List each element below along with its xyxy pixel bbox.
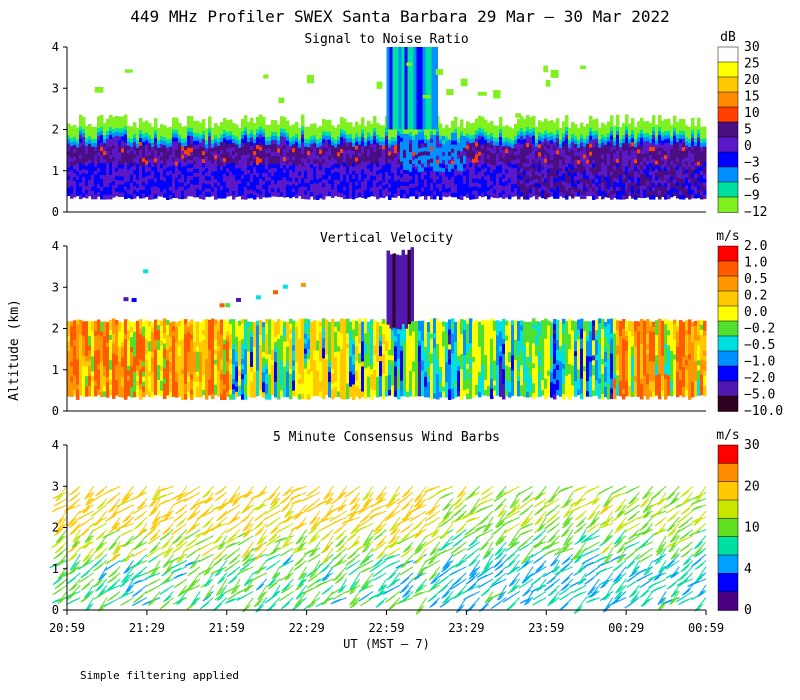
plot-area — [67, 247, 707, 400]
x-tick-label: 22:59 — [368, 621, 404, 635]
y-tick-label: 3 — [52, 280, 59, 294]
colorbar-swatch — [717, 106, 739, 123]
colorbar-tick-label: −1.0 — [744, 355, 775, 370]
colorbar-tick-label: −3 — [744, 156, 760, 171]
colorbar-swatch — [717, 61, 739, 78]
panel-title: Signal to Noise Ratio — [304, 32, 468, 47]
y-tick-label: 2 — [52, 322, 59, 336]
x-tick-label: 00:29 — [608, 621, 644, 635]
colorbar-swatch — [717, 335, 739, 352]
colorbar-swatch — [717, 380, 739, 397]
colorbar-swatch — [717, 121, 739, 138]
colorbar-tick-label: 0 — [744, 603, 752, 618]
colorbar-tick-label: 0 — [744, 139, 752, 154]
colorbar-tick-label: −0.5 — [744, 338, 775, 353]
colorbar-swatch — [717, 591, 739, 611]
y-tick-label: 4 — [52, 239, 59, 253]
panel-title: Vertical Velocity — [320, 231, 453, 246]
y-tick-label: 2 — [52, 521, 59, 535]
x-tick-label: 00:59 — [688, 621, 724, 635]
x-tick-label: 23:29 — [448, 621, 484, 635]
colorbar-tick-label: −10.0 — [744, 404, 783, 419]
colorbar-swatch — [717, 365, 739, 382]
colorbar-swatch — [717, 196, 739, 213]
colorbar-tick-label: 1.0 — [744, 256, 767, 271]
colorbar-unit-label: m/s — [716, 428, 739, 443]
colorbar-tick-label: 20 — [744, 479, 760, 494]
colorbar-swatch — [717, 536, 739, 556]
x-axis-label: UT (MST – 7) — [343, 637, 430, 651]
colorbar-tick-label: 25 — [744, 57, 760, 72]
colorbar-tick-label: 4 — [744, 562, 752, 577]
y-tick-label: 0 — [52, 404, 59, 418]
y-tick-label: 3 — [52, 81, 59, 95]
y-tick-label: 0 — [52, 603, 59, 617]
colorbar-tick-label: 0.0 — [744, 305, 767, 320]
colorbar-tick-label: −12 — [744, 205, 767, 220]
colorbar-tick-label: −2.0 — [744, 371, 775, 386]
colorbar-swatch — [717, 290, 739, 307]
colorbar-swatch — [717, 136, 739, 153]
colorbar-swatch — [717, 166, 739, 183]
panel-title: 5 Minute Consensus Wind Barbs — [273, 430, 500, 445]
colorbar-swatch — [717, 499, 739, 520]
colorbar-tick-label: 15 — [744, 90, 760, 105]
colorbar-tick-label: 10 — [744, 521, 760, 536]
colorbar-swatch — [717, 395, 739, 412]
colorbar-swatch — [717, 481, 739, 501]
y-tick-label: 1 — [52, 562, 59, 576]
colorbar-tick-label: 2.0 — [744, 239, 767, 254]
x-tick-label: 20:59 — [49, 621, 85, 635]
colorbar-swatch — [717, 275, 739, 292]
footer-note: Simple filtering applied — [80, 669, 239, 682]
plot-area — [49, 485, 707, 615]
colorbar-tick-label: −5.0 — [744, 388, 775, 403]
plot-area — [67, 47, 707, 200]
colorbar-swatch — [717, 573, 739, 593]
colorbar-tick-label: 30 — [744, 40, 760, 55]
colorbar-swatch — [717, 518, 739, 538]
colorbar-swatch — [717, 91, 739, 108]
colorbar-tick-label: 5 — [744, 123, 752, 138]
colorbar-tick-label: −9 — [744, 189, 760, 204]
colorbar-tick-label: 30 — [744, 438, 760, 453]
y-tick-label: 3 — [52, 479, 59, 493]
colorbar-swatch — [717, 245, 739, 262]
colorbar-swatch — [717, 76, 739, 93]
x-tick-label: 22:29 — [289, 621, 325, 635]
figure-title: 449 MHz Profiler SWEX Santa Barbara 29 M… — [130, 7, 669, 26]
y-tick-label: 4 — [52, 40, 59, 54]
colorbar-swatch — [717, 181, 739, 198]
y-tick-label: 1 — [52, 164, 59, 178]
y-tick-label: 4 — [52, 438, 59, 452]
y-tick-label: 1 — [52, 363, 59, 377]
colorbar-tick-label: −0.2 — [744, 322, 775, 337]
colorbar-swatch — [717, 305, 739, 322]
colorbar-swatch — [717, 260, 739, 277]
colorbar-swatch — [717, 463, 739, 483]
colorbar-swatch — [717, 554, 739, 575]
colorbar-swatch — [717, 320, 739, 337]
colorbar-swatch — [717, 151, 739, 168]
colorbar-swatch — [717, 444, 739, 465]
colorbar-swatch — [717, 350, 739, 367]
colorbar-tick-label: −6 — [744, 172, 760, 187]
colorbar-unit-label: dB — [720, 30, 736, 45]
x-tick-label: 21:29 — [129, 621, 165, 635]
x-tick-label: 23:59 — [528, 621, 564, 635]
y-tick-label: 2 — [52, 123, 59, 137]
panel-3: 0 1 2 3 4 20:59 21:29 21:59 22:29 22:59 23:29 23:59… — [49, 428, 760, 651]
panel-2: 0 1 2 3 4 2.0 1.00.5 0.20.0 −0.2−0.5 −1.0−2.0 −5.0… — [52, 229, 783, 419]
colorbar-tick-label: 0.2 — [744, 289, 767, 304]
colorbar-tick-label: 20 — [744, 73, 760, 88]
colorbar-tick-label: 10 — [744, 106, 760, 121]
colorbar-tick-label: 0.5 — [744, 272, 767, 287]
y-axis-label: Altitude (km) — [7, 299, 22, 401]
x-tick-label: 21:59 — [209, 621, 245, 635]
colorbar-swatch — [717, 46, 739, 63]
y-tick-label: 0 — [52, 205, 59, 219]
colorbar-unit-label: m/s — [716, 229, 739, 244]
